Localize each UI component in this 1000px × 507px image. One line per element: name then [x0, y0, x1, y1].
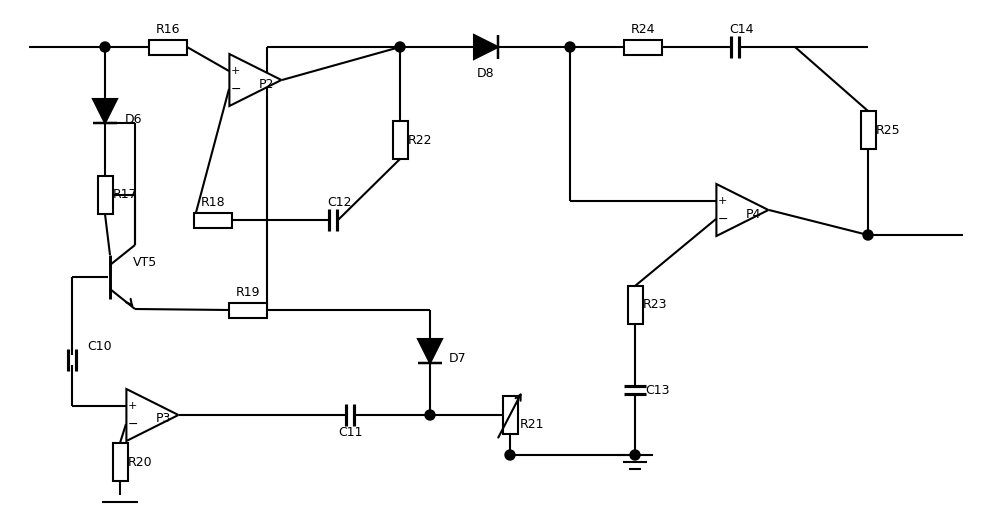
Text: R25: R25: [876, 124, 900, 136]
Text: −: −: [230, 83, 241, 96]
Text: C12: C12: [327, 196, 351, 208]
Text: C13: C13: [645, 383, 669, 396]
Text: R16: R16: [156, 22, 180, 35]
Bar: [393, 121, 408, 159]
Bar: [624, 40, 662, 55]
Text: R24: R24: [631, 22, 655, 35]
Text: +: +: [231, 65, 240, 76]
Text: +: +: [128, 401, 137, 411]
Bar: [229, 303, 267, 318]
Bar: [149, 40, 187, 55]
Text: +: +: [718, 196, 727, 206]
Text: D6: D6: [124, 113, 142, 126]
Circle shape: [630, 450, 640, 460]
Polygon shape: [474, 35, 498, 59]
Circle shape: [425, 410, 435, 420]
Bar: [861, 111, 876, 149]
Text: R17: R17: [113, 189, 137, 201]
Text: C10: C10: [88, 340, 112, 352]
Text: C11: C11: [338, 426, 362, 440]
Text: C14: C14: [729, 22, 753, 35]
Text: R21: R21: [520, 418, 544, 431]
Text: D7: D7: [449, 352, 467, 366]
Text: VT5: VT5: [133, 256, 157, 269]
Circle shape: [100, 42, 110, 52]
Bar: [503, 396, 518, 434]
Circle shape: [505, 450, 515, 460]
Text: P2: P2: [258, 78, 274, 91]
Bar: [113, 443, 128, 481]
Circle shape: [863, 230, 873, 240]
Polygon shape: [229, 54, 281, 106]
Polygon shape: [418, 339, 442, 363]
Text: P4: P4: [745, 207, 761, 221]
Bar: [194, 213, 232, 228]
Circle shape: [395, 42, 405, 52]
Text: R23: R23: [643, 299, 667, 311]
Circle shape: [964, 229, 976, 241]
Circle shape: [16, 41, 28, 53]
Text: −: −: [717, 213, 728, 226]
Text: D8: D8: [477, 66, 495, 80]
Bar: [98, 176, 113, 214]
Bar: [628, 286, 643, 324]
Text: R22: R22: [408, 133, 432, 147]
Circle shape: [565, 42, 575, 52]
Text: −: −: [127, 418, 138, 431]
Text: R19: R19: [236, 285, 260, 299]
Polygon shape: [126, 389, 178, 441]
Text: R20: R20: [128, 455, 152, 468]
Text: P3: P3: [155, 413, 171, 425]
Polygon shape: [716, 184, 768, 236]
Text: R18: R18: [201, 196, 225, 208]
Polygon shape: [93, 99, 117, 123]
